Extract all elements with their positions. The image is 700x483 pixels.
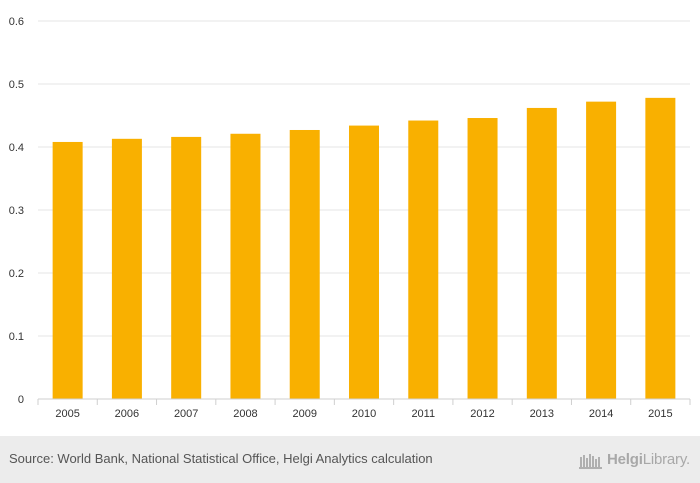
bar-2011[interactable] bbox=[408, 120, 439, 399]
brand-name-bold: Helgi bbox=[607, 450, 643, 468]
x-tick-label: 2006 bbox=[115, 408, 139, 420]
bars bbox=[52, 97, 676, 400]
brand-name: HelgiLibrary. bbox=[607, 451, 690, 468]
bar-2007[interactable] bbox=[171, 136, 202, 400]
y-tick-label: 0.3 bbox=[9, 205, 24, 217]
y-tick-label: 0.4 bbox=[9, 142, 24, 154]
y-tick-label: 0.1 bbox=[9, 331, 24, 343]
bar-2013[interactable] bbox=[526, 107, 557, 399]
y-tick-label: 0.5 bbox=[9, 79, 24, 91]
bar-2008[interactable] bbox=[230, 133, 261, 399]
y-tick-label: 0.6 bbox=[9, 16, 24, 28]
bar-2014[interactable] bbox=[586, 101, 617, 399]
footer: Source: World Bank, National Statistical… bbox=[0, 436, 700, 483]
bar-2006[interactable] bbox=[111, 138, 142, 399]
x-tick-label: 2011 bbox=[411, 408, 435, 420]
x-tick-label: 2013 bbox=[530, 408, 554, 420]
bar-2015[interactable] bbox=[645, 97, 676, 400]
x-tick-label: 2010 bbox=[352, 408, 376, 420]
library-icon bbox=[579, 454, 602, 469]
x-tick-label: 2015 bbox=[648, 408, 672, 420]
x-tick-label: 2008 bbox=[233, 408, 257, 420]
x-tick-label: 2012 bbox=[470, 408, 494, 420]
y-tick-label: 0 bbox=[18, 394, 24, 406]
x-tick-label: 2007 bbox=[174, 408, 198, 420]
x-tick-label: 2005 bbox=[55, 408, 79, 420]
y-tick-label: 0.2 bbox=[9, 268, 24, 280]
x-axis: 2005 2006 2007 2008 2009 2010 2011 2012 2013 2014… bbox=[37, 399, 691, 420]
source-note: Source: World Bank, National Statistical… bbox=[9, 451, 433, 466]
y-axis: 0 0.1 0.2 0.3 0.4 0.5 0.6 bbox=[9, 16, 24, 406]
bar-2005[interactable] bbox=[52, 141, 83, 399]
bar-2009[interactable] bbox=[289, 129, 320, 400]
bar-2010[interactable] bbox=[349, 125, 379, 399]
bar-2012[interactable] bbox=[467, 118, 498, 400]
helgi-library-logo[interactable]: HelgiLibrary. bbox=[579, 448, 690, 470]
bar-chart: 0 0.1 0.2 0.3 0.4 0.5 0.6 2005 2006 2007 2008 2009… bbox=[9, 16, 691, 420]
brand-name-rest: Library. bbox=[642, 450, 691, 468]
x-tick-label: 2009 bbox=[292, 408, 316, 420]
x-tick-label: 2014 bbox=[589, 408, 613, 420]
